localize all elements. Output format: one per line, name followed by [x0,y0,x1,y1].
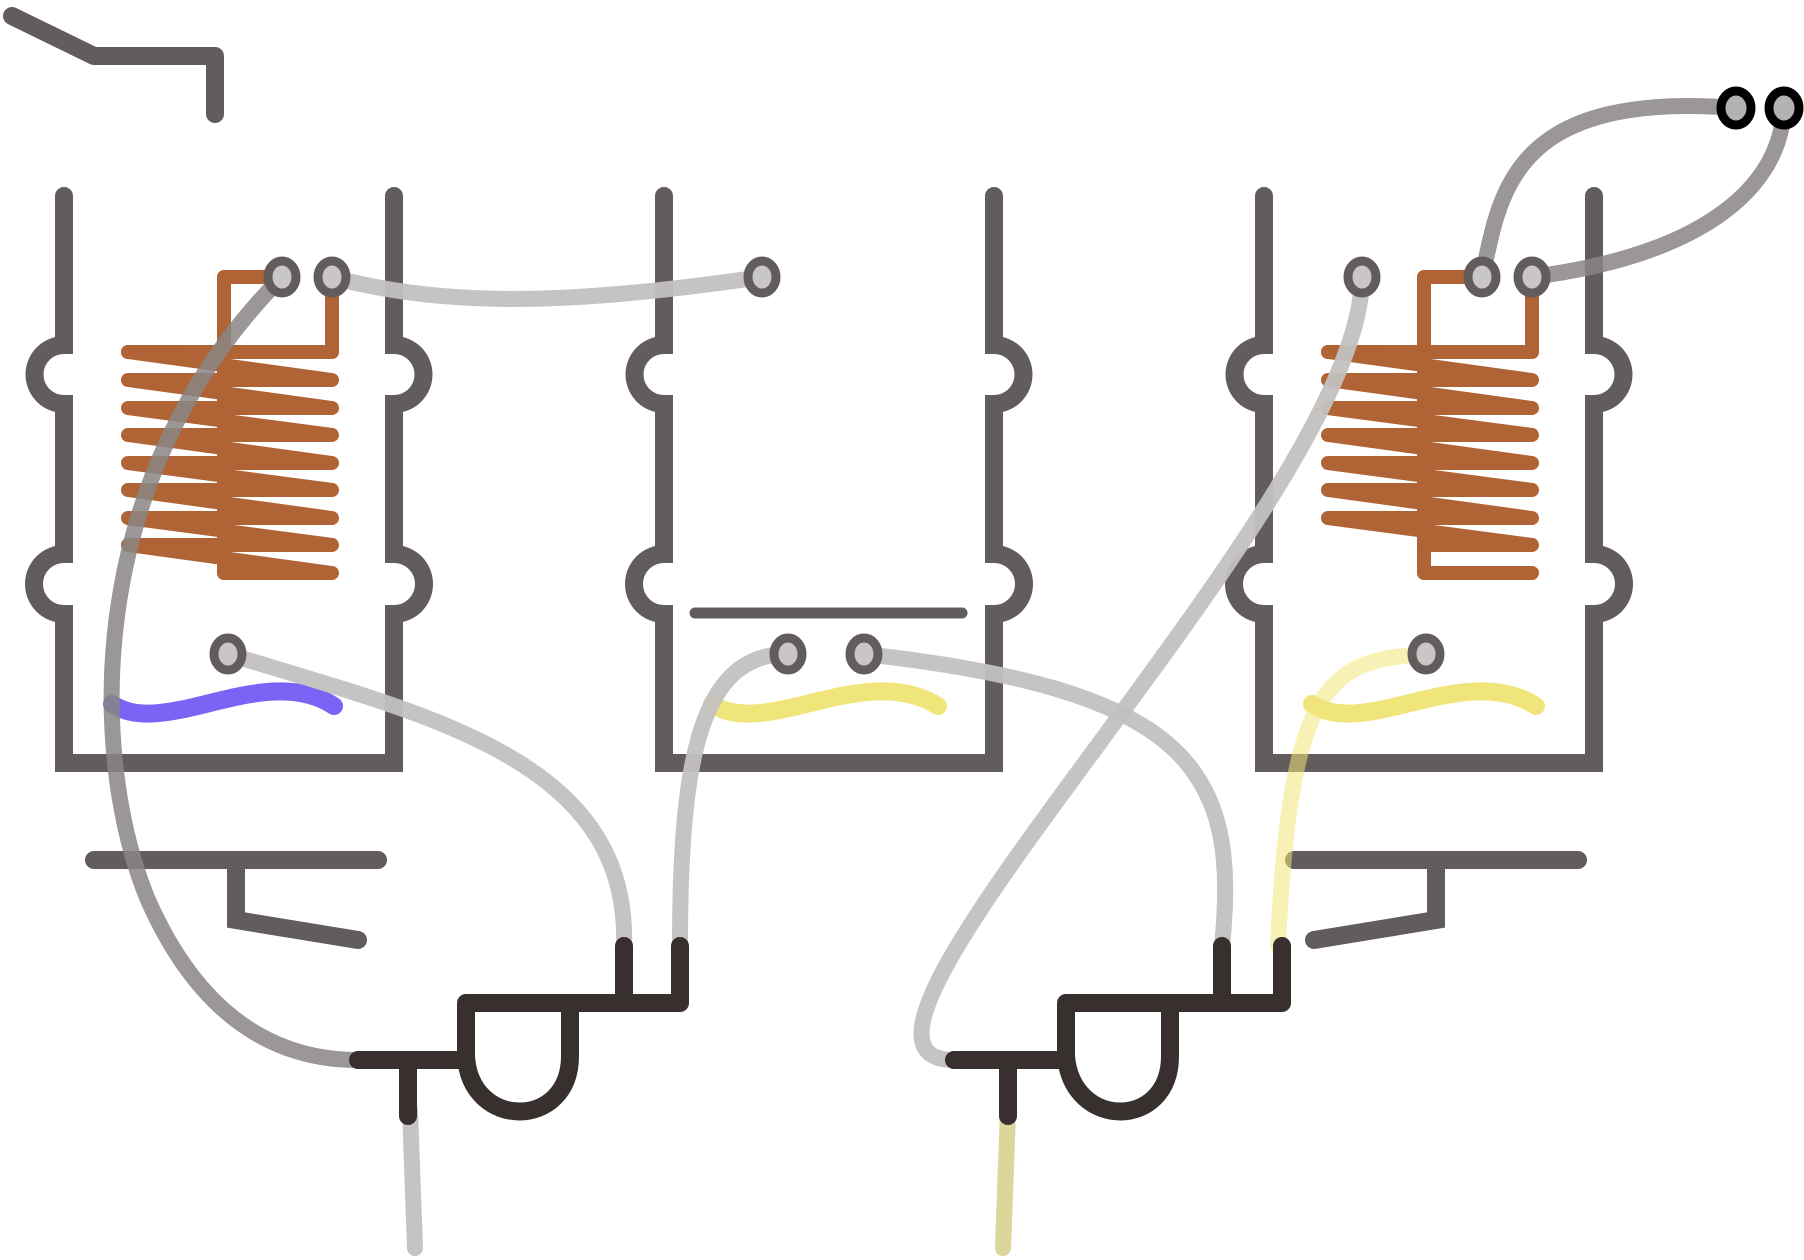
terminal-ring [313,256,351,298]
terminal-ring [743,256,781,298]
blue-liquid [103,682,343,723]
stand-bracket [3,7,224,123]
power-terminal [1716,86,1756,130]
y-connector-left [349,937,689,1125]
terminal-ring [1463,256,1501,298]
coil-icon [121,270,339,580]
yellow-liquid [1303,682,1545,723]
terminal-ring [845,633,883,675]
water-bath-middle [625,187,1033,772]
coil-icon [1321,270,1539,580]
tubing-yellow [1270,646,1434,954]
water-bath-right [1225,187,1633,772]
terminal-ring [209,633,247,675]
terminal-ring [1343,256,1381,298]
terminal-ring [1513,256,1551,298]
terminal-ring [263,256,301,298]
tubing-dark [103,98,1792,1068]
water-bath-left [25,187,433,772]
terminals [209,86,1804,675]
stand-right [1285,851,1587,949]
power-terminal [1764,86,1804,130]
yellow-liquid [703,682,947,723]
terminal-ring [1407,633,1445,675]
terminal-ring [769,633,807,675]
y-connector-right [945,937,1291,1125]
tubing-yellow-drop [995,1102,1016,1256]
